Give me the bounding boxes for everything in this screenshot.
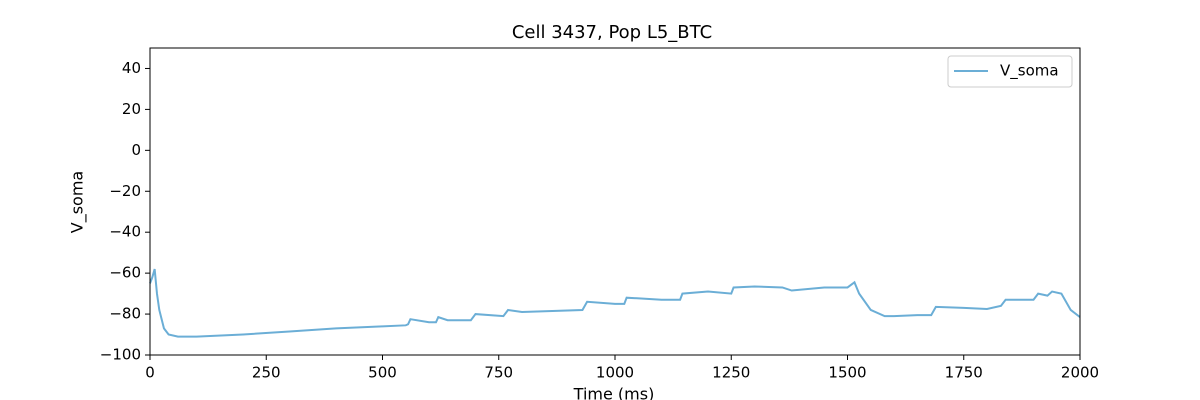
y-tick-label: 20	[122, 100, 141, 118]
x-axis-label: Time (ms)	[573, 385, 655, 400]
y-axis-label: V_soma	[68, 171, 88, 233]
x-tick-label: 750	[484, 364, 513, 382]
x-tick-label: 0	[145, 364, 155, 382]
y-tick-label: −80	[109, 305, 141, 323]
y-tick-label: −60	[109, 264, 141, 282]
plot-frame	[149, 47, 1081, 356]
x-tick-label: 1250	[712, 364, 750, 382]
x-tick-label: 1750	[945, 364, 983, 382]
y-tick-label: 0	[131, 141, 141, 159]
y-tick-label: 40	[122, 59, 141, 77]
y-tick-label: −40	[109, 223, 141, 241]
x-tick-label: 500	[368, 364, 397, 382]
legend-box	[947, 55, 1073, 88]
chart-title: Cell 3437, Pop L5_BTC	[512, 22, 712, 43]
data-line	[149, 268, 1081, 338]
y-tick-label: −20	[109, 182, 141, 200]
x-tick-label: 1000	[596, 364, 634, 382]
x-tick-label: 1500	[828, 364, 866, 382]
x-tick-label: 2000	[1061, 364, 1099, 382]
y-tick-label: −100	[100, 346, 141, 364]
legend-label: V_soma	[1000, 62, 1059, 81]
x-tick-label: 250	[252, 364, 281, 382]
